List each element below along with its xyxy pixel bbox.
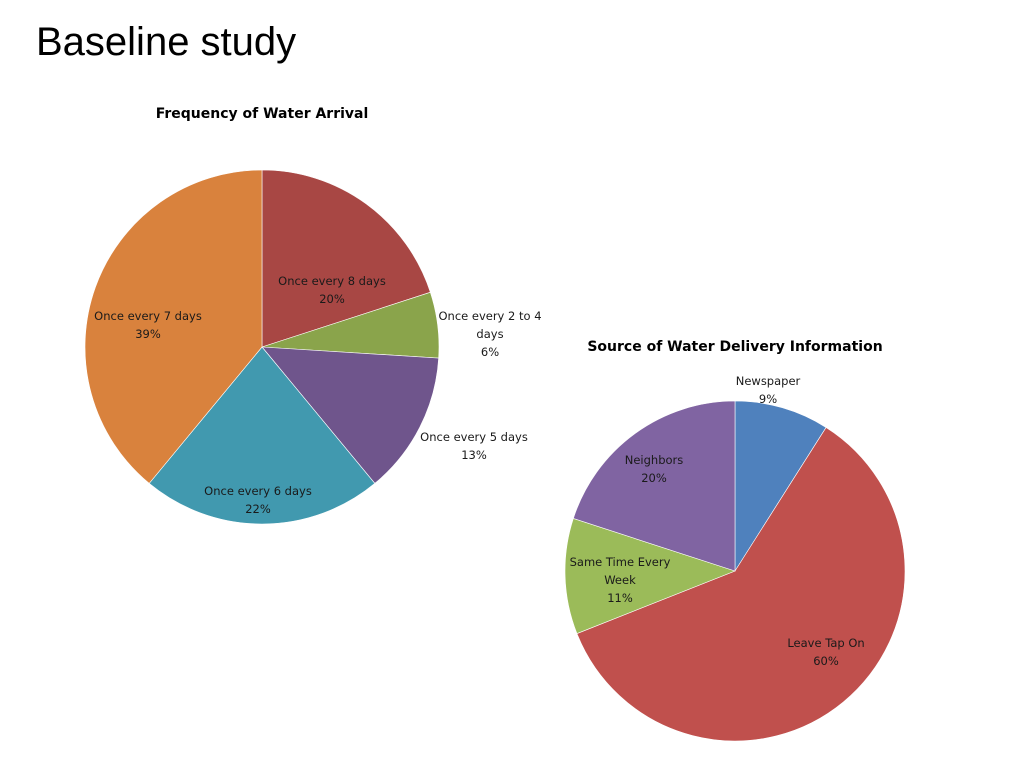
pie-slice-same-time-every-week	[564, 518, 736, 634]
slice-label-once-every-6-days: Once every 6 days 22%	[204, 484, 312, 516]
pie-slice-leave-tap-on	[576, 427, 906, 742]
chart-title-delivery-info: Source of Water Delivery Information	[587, 339, 883, 355]
slice-label-once-every-5-days: Once every 5 days 13%	[420, 430, 528, 462]
pie-slice-once-every-6-days	[148, 346, 376, 525]
page-title: Baseline study	[36, 20, 297, 64]
pie-slice-once-every-7-days	[84, 169, 263, 484]
pie-slice-newspaper	[734, 400, 827, 573]
slice-label-neighbors: Neighbors 20%	[625, 453, 684, 485]
slice-label-newspaper: Newspaper 9%	[736, 374, 801, 406]
slice-label-same-time-every-week: Same Time Every Week 11%	[570, 555, 671, 605]
slice-label-once-every-8-days: Once every 8 days 20%	[278, 274, 386, 306]
slice-label-once-every-7-days: Once every 7 days 39%	[94, 309, 202, 341]
chart-title-water-arrival: Frequency of Water Arrival	[155, 106, 369, 122]
pie-slice-neighbors	[572, 400, 736, 572]
pie-slice-once-every-5-days	[261, 346, 439, 484]
pie-slice-once-every-8-days	[261, 169, 431, 348]
slice-label-leave-tap-on: Leave Tap On 60%	[787, 636, 864, 668]
slice-label-once-every-2-to-4-days: Once every 2 to 4 days 6%	[438, 309, 541, 359]
